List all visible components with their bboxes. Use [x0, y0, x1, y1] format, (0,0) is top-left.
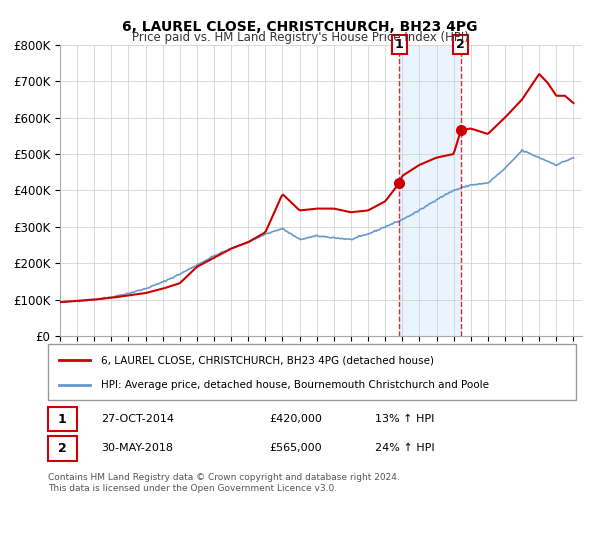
FancyBboxPatch shape — [48, 344, 576, 400]
FancyBboxPatch shape — [48, 436, 77, 461]
Text: HPI: Average price, detached house, Bournemouth Christchurch and Poole: HPI: Average price, detached house, Bour… — [101, 380, 489, 390]
Text: 27-OCT-2014: 27-OCT-2014 — [101, 414, 174, 424]
FancyBboxPatch shape — [48, 407, 77, 431]
Text: 30-MAY-2018: 30-MAY-2018 — [101, 444, 173, 454]
Text: 6, LAUREL CLOSE, CHRISTCHURCH, BH23 4PG (detached house): 6, LAUREL CLOSE, CHRISTCHURCH, BH23 4PG … — [101, 355, 434, 365]
Text: 2: 2 — [58, 442, 67, 455]
Text: This data is licensed under the Open Government Licence v3.0.: This data is licensed under the Open Gov… — [48, 484, 337, 493]
Bar — [399, 45, 461, 336]
Text: £420,000: £420,000 — [270, 414, 323, 424]
Text: 13% ↑ HPI: 13% ↑ HPI — [376, 414, 435, 424]
Text: 6, LAUREL CLOSE, CHRISTCHURCH, BH23 4PG: 6, LAUREL CLOSE, CHRISTCHURCH, BH23 4PG — [122, 20, 478, 34]
Text: 1: 1 — [395, 38, 404, 52]
Text: Price paid vs. HM Land Registry's House Price Index (HPI): Price paid vs. HM Land Registry's House … — [131, 31, 469, 44]
Text: 24% ↑ HPI: 24% ↑ HPI — [376, 444, 435, 454]
Text: 1: 1 — [58, 413, 67, 426]
Text: 2: 2 — [457, 38, 465, 52]
Text: Contains HM Land Registry data © Crown copyright and database right 2024.: Contains HM Land Registry data © Crown c… — [48, 473, 400, 482]
Text: £565,000: £565,000 — [270, 444, 322, 454]
